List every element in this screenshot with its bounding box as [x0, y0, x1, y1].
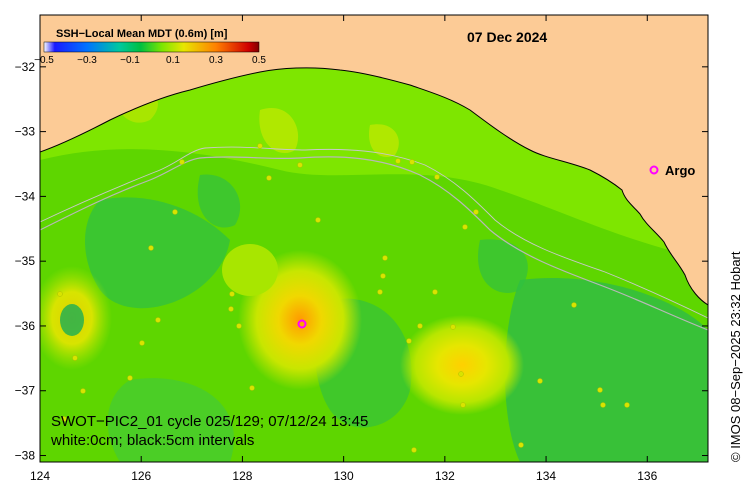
observation-point [571, 302, 577, 308]
warm-eddy [400, 315, 524, 415]
colorbar-tick-label: 0.5 [252, 55, 266, 66]
observation-point [127, 375, 133, 381]
x-tick-label: 126 [131, 469, 151, 483]
observation-point [179, 159, 185, 165]
observation-point [380, 273, 386, 279]
y-tick-label: −37 [15, 384, 36, 398]
observation-point [395, 158, 401, 164]
x-tick-label: 130 [334, 469, 354, 483]
caption-line-1: SWOT−PIC2_01 cycle 025/129; 07/12/24 13:… [51, 413, 368, 430]
argo-legend-label: Argo [665, 163, 695, 178]
plot-frame [39, 14, 709, 463]
observation-point [257, 143, 263, 149]
shelf-break-contour [40, 146, 708, 319]
colorbar-tick-label: −0.1 [120, 55, 140, 66]
colorbar: SSH−Local Mean MDT (0.6m) [m] −0.5 −0.3 −0… [34, 28, 266, 66]
colorbar-tick-label: 0.3 [209, 55, 223, 66]
observation-point [72, 355, 78, 361]
coastline [40, 67, 708, 306]
colorbar-tick-label: 0.1 [166, 55, 180, 66]
x-tick-label: 128 [232, 469, 252, 483]
y-tick-label: −35 [15, 254, 36, 268]
x-tick-label: 124 [30, 469, 50, 483]
x-tick-label: 136 [637, 469, 657, 483]
negative-anomaly-eddy [85, 197, 230, 309]
observation-point [432, 289, 438, 295]
map-date: 07 Dec 2024 [467, 29, 547, 45]
shelf-break-contour [40, 156, 708, 331]
observation-point [229, 291, 235, 297]
observation-point [297, 162, 303, 168]
y-tick-label: −36 [15, 319, 36, 333]
observation-point [409, 159, 415, 165]
observation-point [450, 324, 456, 330]
x-tick-label: 134 [536, 469, 556, 483]
observation-point [377, 289, 383, 295]
eddy-core [60, 304, 84, 336]
colorbar-tick-label: −0.5 [34, 55, 54, 66]
observation-point [266, 175, 272, 181]
colorbar-ticks: −0.5 −0.3 −0.1 0.1 0.3 0.5 [34, 55, 266, 66]
observation-point [61, 416, 67, 422]
colorbar-tick-label: −0.3 [77, 55, 97, 66]
negative-anomaly-eddy [197, 174, 241, 228]
y-tick-label: −32 [15, 60, 36, 74]
observation-point [458, 371, 464, 377]
observation-point [417, 323, 423, 329]
negative-anomaly-eddy [505, 278, 708, 462]
observation-point [172, 209, 178, 215]
observation-point [473, 209, 479, 215]
colorbar-gradient [43, 41, 260, 53]
y-tick-label: −38 [15, 449, 36, 463]
colorbar-title: SSH−Local Mean MDT (0.6m) [m] [56, 28, 228, 40]
positive-anomaly-lobe [369, 124, 399, 157]
y-tick-label: −34 [15, 189, 36, 203]
observation-point [148, 245, 154, 251]
negative-anomaly-eddy [478, 239, 528, 293]
observation-point [80, 388, 86, 394]
observation-point [155, 317, 161, 323]
swot-observation-points [57, 143, 630, 453]
y-axis-ticks: −32 −33 −34 −35 −36 −37 −38 [15, 60, 708, 463]
observation-point [139, 340, 145, 346]
observation-point [460, 402, 466, 408]
argo-float-marker [297, 319, 307, 329]
observation-point [597, 387, 603, 393]
caption-line-2: white:0cm; black:5cm intervals [50, 432, 254, 449]
imos-credit: © IMOS 08−Sep−2025 23:32 Hobart [728, 251, 743, 462]
observation-point [518, 442, 524, 448]
observation-point [406, 338, 412, 344]
argo-legend-marker [649, 165, 659, 175]
observation-point [624, 402, 630, 408]
observation-point [228, 306, 234, 312]
land-mass [40, 15, 708, 305]
x-tick-label: 132 [435, 469, 455, 483]
positive-anomaly-lobe [259, 108, 299, 154]
observation-point [315, 217, 321, 223]
positive-anomaly-lobe [222, 244, 278, 296]
observation-point [236, 323, 242, 329]
plot-area: Argo [40, 15, 708, 462]
y-tick-label: −33 [15, 125, 36, 139]
observation-point [411, 447, 417, 453]
x-axis-ticks: 124 126 128 130 132 134 136 [30, 15, 658, 483]
observation-point [249, 385, 255, 391]
observation-point [434, 174, 440, 180]
observation-point [537, 378, 543, 384]
observation-point [600, 402, 606, 408]
observation-point [462, 224, 468, 230]
observation-point [382, 255, 388, 261]
negative-anomaly-eddy [107, 378, 234, 462]
observation-point [57, 291, 63, 297]
